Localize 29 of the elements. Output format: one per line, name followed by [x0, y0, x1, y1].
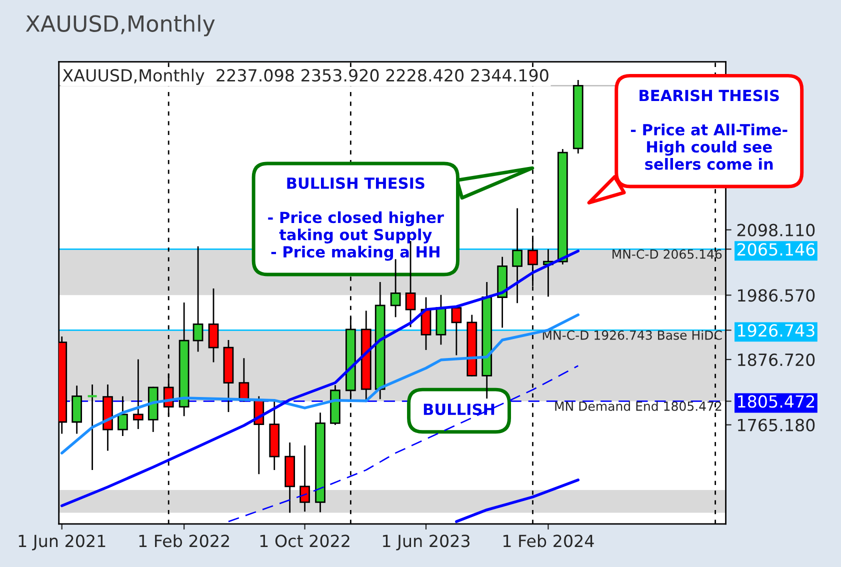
candlestick	[451, 306, 462, 356]
candlestick	[86, 384, 98, 471]
x-tick-label: 1 Jun 2021	[18, 534, 106, 550]
candlestick	[512, 208, 522, 304]
text: BULLISH THESIS - Price closed higher taking out Supply - Price making a HH	[268, 177, 444, 261]
y-tick-label: 1876.720	[738, 353, 815, 366]
y-tick-label: 2065.146	[737, 243, 815, 256]
candlestick	[300, 444, 310, 512]
candlestick	[192, 246, 204, 352]
y-tick-label: 1805.472	[738, 395, 814, 408]
candlestick	[118, 396, 128, 437]
x-tick-label: 1 Jun 2023	[383, 534, 470, 550]
line-series	[455, 478, 580, 523]
y-tick-label: 1765.180	[738, 418, 815, 432]
x-tick-label: 1 Feb 2022	[139, 534, 229, 548]
annotation: BULLISH	[424, 404, 494, 416]
chart-subtitle: XAUUSD,Monthly 2237.098 2353.920 2228.420 2344.190	[62, 68, 548, 85]
y-tick-label: 2098.110	[737, 224, 815, 236]
candlestick	[208, 288, 219, 363]
text: BEARISH THESIS - Price at All-Time- High could see sellers come in	[630, 90, 788, 170]
candlestick	[132, 358, 144, 430]
ref-line-label: MN Demand End 1805.472	[555, 401, 722, 411]
y-tick-label: 1986.570	[738, 289, 815, 302]
ref-line-label: MN-C-D 1926.743 Base HiDC	[542, 330, 722, 340]
x-tick-label: 1 Oct 2022	[260, 534, 350, 548]
chart-title: XAUUSD,Monthly	[26, 14, 215, 36]
ref-line-label: MN-C-D 2065.146	[612, 249, 722, 259]
y-tick-label: 1926.743	[738, 324, 814, 337]
x-tick-label: 1 Feb 2024	[503, 534, 594, 548]
